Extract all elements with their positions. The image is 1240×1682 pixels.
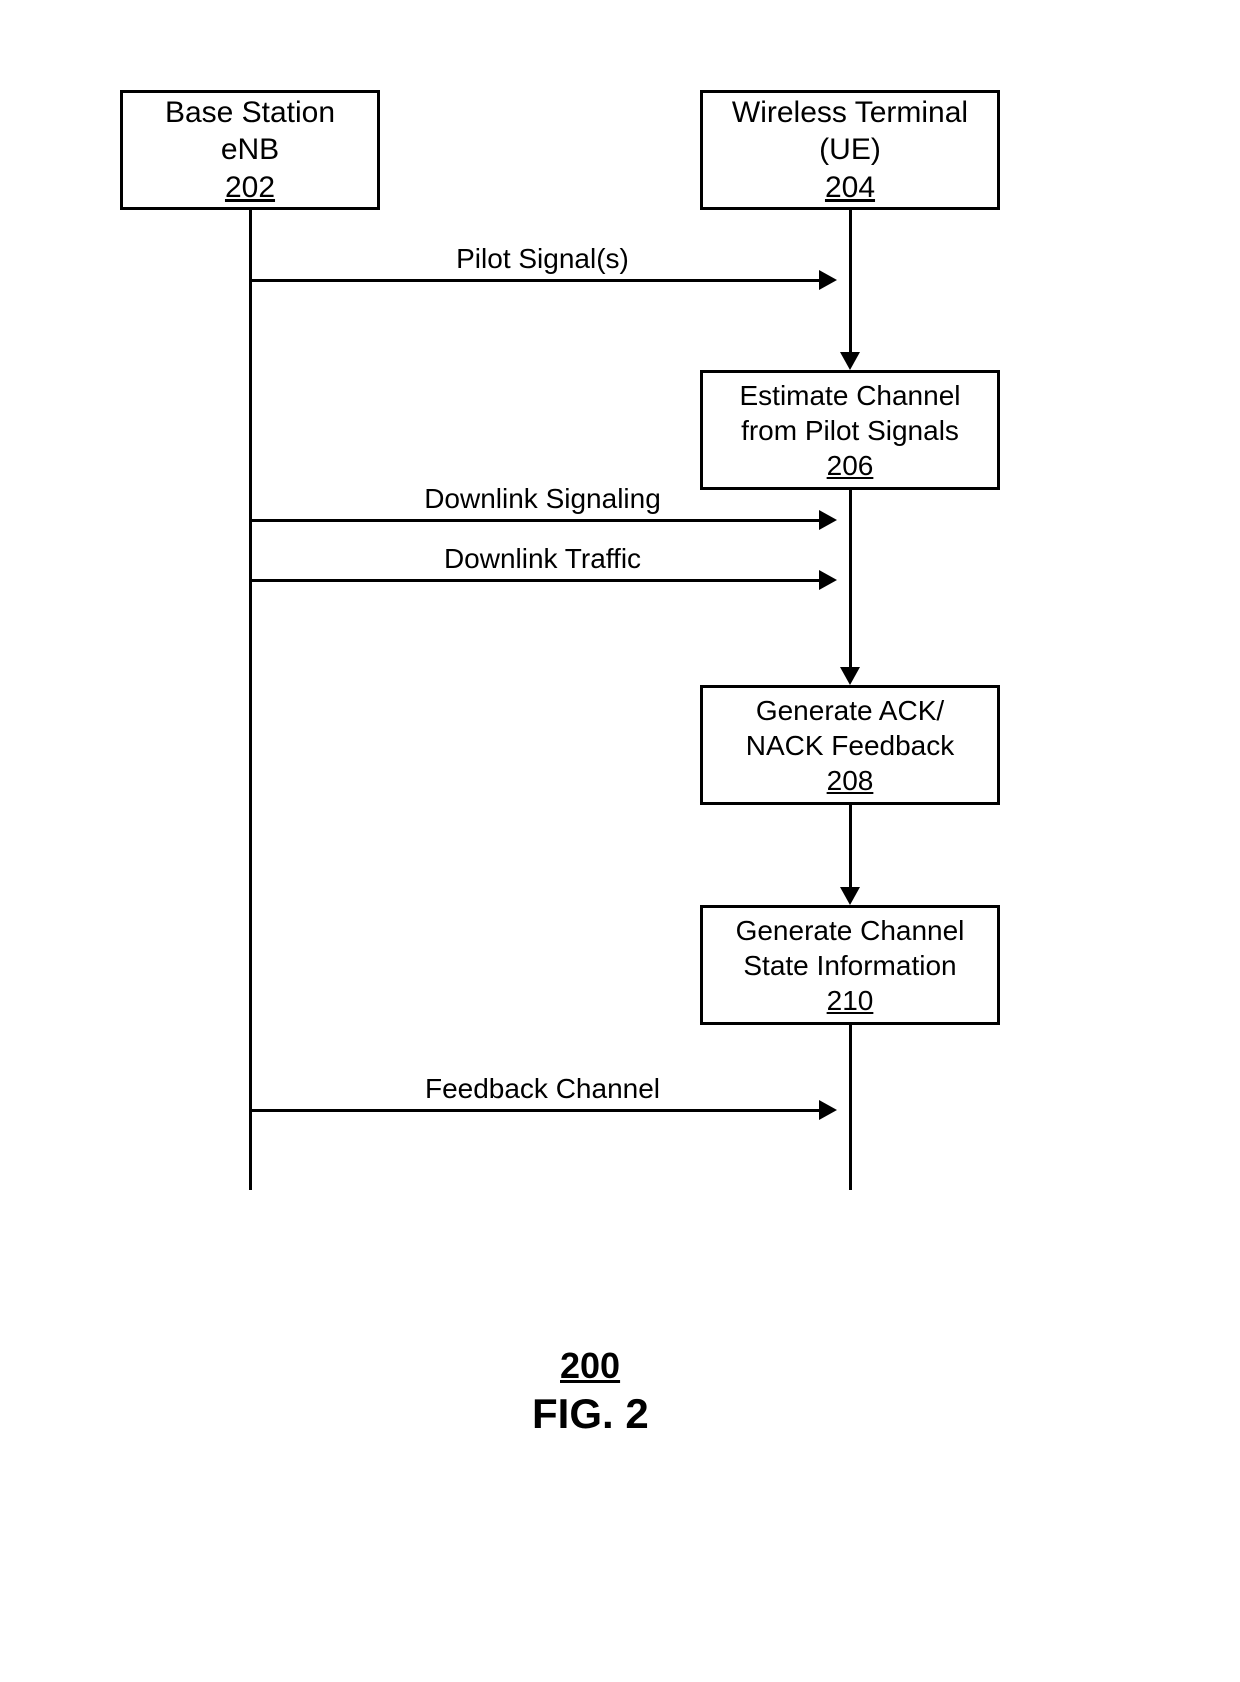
down-arrow-2-line [849, 490, 852, 667]
down-arrow-2-head [840, 667, 860, 685]
figure-number: 200 [560, 1345, 620, 1387]
process-csi-line1: Generate Channel [736, 913, 965, 948]
process-ack-line2: NACK Feedback [746, 728, 955, 763]
actor-enb-line1: Base Station [165, 94, 335, 132]
process-csi-line2: State Information [743, 948, 956, 983]
actor-ue-line2: (UE) [819, 131, 881, 169]
actor-enb-ref: 202 [225, 169, 275, 207]
msg-feedback-line [251, 1109, 819, 1112]
actor-ue-line1: Wireless Terminal [732, 94, 968, 132]
process-box-csi: Generate Channel State Information 210 [700, 905, 1000, 1025]
msg-dltraf-label: Downlink Traffic [250, 543, 835, 575]
down-arrow-3-head [840, 887, 860, 905]
msg-dltraf-line [251, 579, 819, 582]
msg-pilot-line [251, 279, 819, 282]
down-arrow-1-line [849, 210, 852, 352]
down-arrow-1-head [840, 352, 860, 370]
process-ack-line1: Generate ACK/ [756, 693, 944, 728]
lifeline-enb [249, 210, 252, 1190]
msg-pilot-label: Pilot Signal(s) [250, 243, 835, 275]
figure-label: FIG. 2 [532, 1390, 649, 1438]
process-ack-ref: 208 [827, 763, 874, 798]
process-box-estimate: Estimate Channel from Pilot Signals 206 [700, 370, 1000, 490]
lifeline-ue-seg4 [849, 1025, 852, 1190]
down-arrow-3-line [849, 805, 852, 887]
actor-box-enb: Base Station eNB 202 [120, 90, 380, 210]
actor-box-ue: Wireless Terminal (UE) 204 [700, 90, 1000, 210]
msg-dlsig-line [251, 519, 819, 522]
process-box-ack: Generate ACK/ NACK Feedback 208 [700, 685, 1000, 805]
process-estimate-ref: 206 [827, 448, 874, 483]
actor-ue-ref: 204 [825, 169, 875, 207]
msg-dlsig-label: Downlink Signaling [250, 483, 835, 515]
process-csi-ref: 210 [827, 983, 874, 1018]
process-estimate-line1: Estimate Channel [739, 378, 960, 413]
process-estimate-line2: from Pilot Signals [741, 413, 959, 448]
msg-feedback-label: Feedback Channel [250, 1073, 835, 1105]
actor-enb-line2: eNB [221, 131, 279, 169]
